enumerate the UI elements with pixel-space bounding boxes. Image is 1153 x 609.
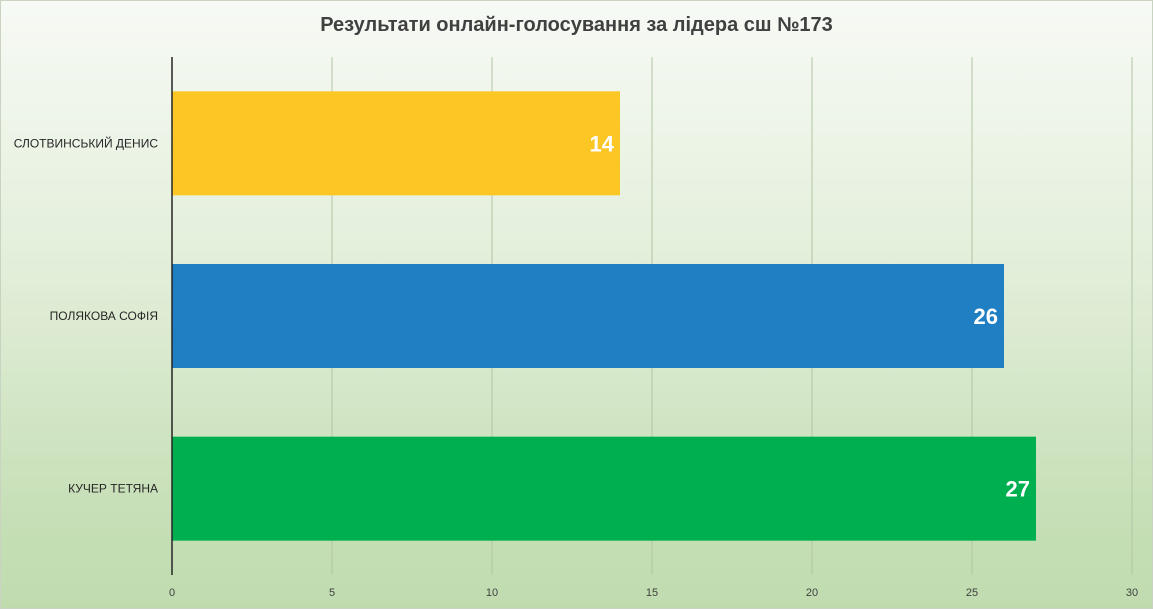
x-tick-label: 5 (329, 587, 335, 599)
category-label: ПОЛЯКОВА СОФІЯ (50, 309, 158, 323)
chart-title: Результати онлайн-голосування за лідера … (320, 14, 833, 36)
category-label: КУЧЕР ТЕТЯНА (68, 482, 158, 496)
x-tick-label: 10 (486, 587, 498, 599)
bar (172, 436, 1036, 541)
x-tick-label: 30 (1126, 587, 1138, 599)
x-tick-label: 25 (966, 587, 978, 599)
data-label: 26 (974, 304, 998, 329)
x-tick-label: 20 (806, 587, 818, 599)
bar (172, 264, 1004, 368)
data-label: 27 (1006, 477, 1030, 502)
data-label: 14 (590, 131, 615, 156)
category-label: СЛОТВИНСЬКИЙ ДЕНИС (14, 135, 159, 150)
bar (172, 91, 620, 196)
x-tick-label: 0 (169, 587, 175, 599)
x-tick-label: 15 (646, 587, 658, 599)
